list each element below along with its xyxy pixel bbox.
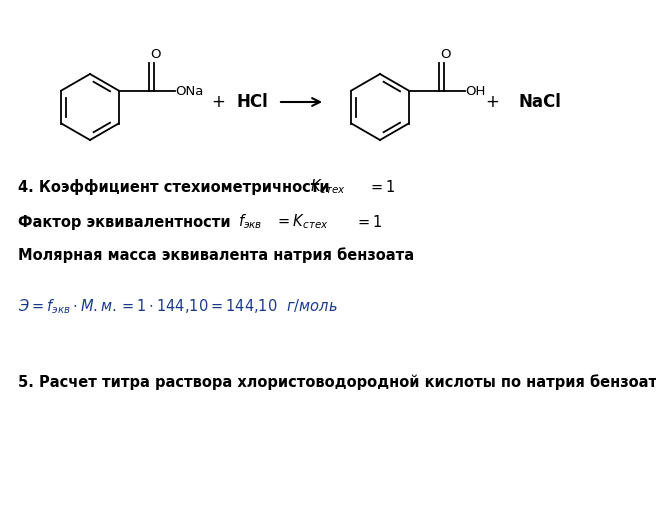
Text: $\mathit{f}_{\mathit{экв}}$: $\mathit{f}_{\mathit{экв}}$ — [238, 212, 262, 231]
Text: O: O — [151, 48, 161, 60]
Text: +: + — [211, 93, 225, 111]
Text: NaCl: NaCl — [518, 93, 562, 111]
Text: $= 1$: $= 1$ — [355, 214, 383, 230]
Text: ONa: ONa — [176, 85, 204, 98]
Text: 4. Коэффициент стехиометричности: 4. Коэффициент стехиометричности — [18, 179, 340, 195]
Text: 5. Расчет титра раствора хлористоводородной кислоты по натрия бензоату: 5. Расчет титра раствора хлористоводород… — [18, 374, 656, 390]
Text: O: O — [441, 48, 451, 60]
Text: $\mathit{K}_{\mathit{стех}}$: $\mathit{K}_{\mathit{стех}}$ — [310, 177, 346, 196]
Text: HCl: HCl — [236, 93, 268, 111]
Text: +: + — [485, 93, 499, 111]
Text: $= \mathit{K}_{\mathit{стех}}$: $= \mathit{K}_{\mathit{стех}}$ — [275, 212, 329, 231]
Text: Молярная масса эквивалента натрия бензоата: Молярная масса эквивалента натрия бензоа… — [18, 247, 414, 263]
Text: OH: OH — [466, 85, 486, 98]
Text: $\mathit{Э} = \mathit{f}_{\mathit{экв}} \cdot \mathit{М.м.} = 1 \cdot 144{,}10 =: $\mathit{Э} = \mathit{f}_{\mathit{экв}} … — [18, 298, 338, 316]
Text: $= 1$: $= 1$ — [368, 179, 396, 195]
Text: Фактор эквивалентности: Фактор эквивалентности — [18, 214, 236, 230]
